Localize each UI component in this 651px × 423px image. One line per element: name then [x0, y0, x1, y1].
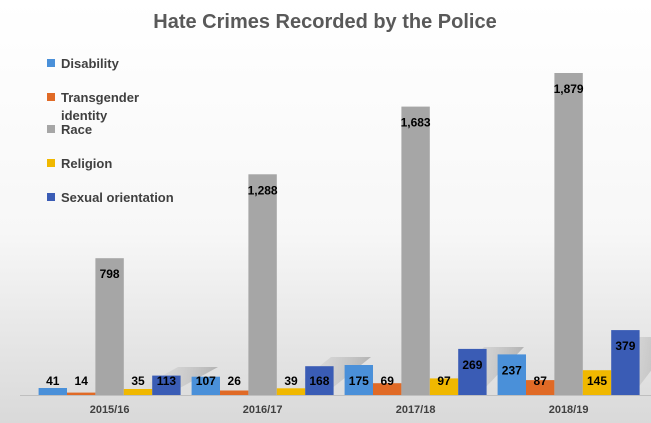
data-label-transgender-identity-2017-18: 69 — [381, 374, 395, 388]
bar-sexual-orientation-2015-16 — [152, 375, 181, 395]
data-label-religion-2016-17: 39 — [284, 374, 298, 388]
bar-transgender-identity-2015-16 — [67, 392, 96, 395]
bar-religion-2016-17 — [276, 388, 306, 395]
legend-label-race: Race — [61, 122, 92, 137]
chart-title: Hate Crimes Recorded by the Police — [153, 11, 496, 33]
data-label-race-2015-16: 798 — [100, 267, 120, 281]
data-label-race-2017-18: 1,683 — [401, 116, 431, 130]
bar-religion-2017-18 — [429, 378, 459, 395]
data-label-disability-2016-17: 107 — [196, 374, 216, 388]
x-tick-2016-17: 2016/17 — [243, 404, 283, 416]
data-label-race-2018-19: 1,879 — [554, 82, 584, 96]
bar-sexual-orientation-2018-19 — [611, 330, 640, 395]
data-label-disability-2017-18: 175 — [349, 374, 369, 388]
legend-swatch-religion — [47, 159, 55, 167]
data-label-religion-2017-18: 97 — [437, 374, 451, 388]
bar-disability-2016-17 — [191, 376, 220, 395]
bar-religion-2015-16 — [123, 389, 153, 395]
data-label-transgender-identity-2018-19: 87 — [534, 374, 548, 388]
x-tick-2015-16: 2015/16 — [90, 404, 130, 416]
legend-label-religion: Religion — [61, 156, 112, 171]
legend-label-transgender-identity: Transgender identity — [61, 90, 139, 123]
bars — [38, 73, 640, 395]
bar-transgender-identity-2016-17 — [220, 390, 249, 395]
bar-disability-2018-19 — [497, 354, 526, 395]
x-tick-2017-18: 2017/18 — [396, 404, 436, 416]
data-label-transgender-identity-2016-17: 26 — [228, 374, 242, 388]
bar-sexual-orientation-2016-17 — [305, 366, 334, 395]
bar-sexual-orientation-2017-18 — [458, 348, 487, 395]
legend-swatch-transgender-identity — [47, 93, 55, 101]
bar-disability-2015-16 — [38, 388, 67, 395]
data-label-disability-2015-16: 41 — [46, 374, 60, 388]
legend-swatch-race — [47, 125, 55, 133]
bar-race-2017-18 — [401, 106, 430, 395]
bar-transgender-identity-2018-19 — [526, 380, 555, 395]
data-label-sexual-orientation-2015-16: 113 — [157, 374, 177, 388]
x-axis-ticks: 2015/16 2016/17 2017/18 2018/19 — [90, 404, 589, 416]
legend-label-disability: Disability — [61, 56, 120, 71]
data-label-sexual-orientation-2016-17: 168 — [309, 374, 329, 388]
bar-religion-2018-19 — [582, 370, 612, 395]
data-label-transgender-identity-2015-16: 14 — [75, 374, 89, 388]
bar-disability-2017-18 — [344, 365, 373, 395]
x-tick-2018-19: 2018/19 — [549, 404, 589, 416]
bar-transgender-identity-2017-18 — [373, 383, 402, 395]
data-label-religion-2018-19: 145 — [587, 374, 607, 388]
data-labels: 41 14 798 35 113 107 26 1,288 39 168 175 69 1,683 97 2… — [46, 82, 636, 388]
bar-race-2016-17 — [248, 174, 277, 395]
legend-swatch-sexual-orientation — [47, 193, 55, 201]
data-label-sexual-orientation-2017-18: 269 — [462, 358, 482, 372]
data-label-disability-2018-19: 237 — [502, 363, 522, 377]
legend-swatch-disability — [47, 59, 55, 67]
legend-label-sexual-orientation: Sexual orientation — [61, 190, 174, 205]
data-label-race-2016-17: 1,288 — [248, 183, 278, 197]
data-label-religion-2015-16: 35 — [131, 374, 145, 388]
data-label-sexual-orientation-2018-19: 379 — [615, 339, 635, 353]
bar-race-2015-16 — [95, 258, 124, 395]
bar-race-2018-19 — [554, 73, 583, 395]
